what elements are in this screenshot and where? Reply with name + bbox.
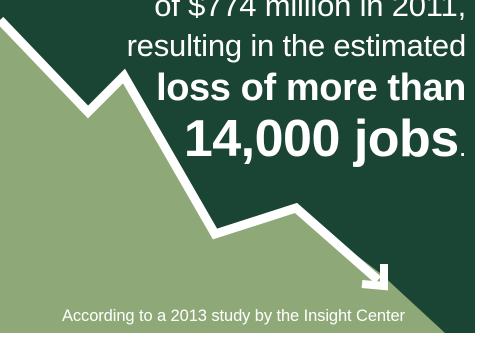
headline-line-3: loss of more than [156, 67, 466, 109]
source-note: According to a 2013 study by the Insight… [62, 307, 405, 325]
headline-text: of $774 million in 2011, resulting in th… [126, 0, 467, 176]
declining-area-fill [0, 22, 445, 333]
headline-line-4: 14,000 jobs. [127, 110, 467, 176]
headline-period: . [458, 131, 467, 162]
jobs-figure: 14,000 jobs [183, 110, 459, 168]
headline-line-2: resulting in the estimated [126, 28, 467, 63]
trend-line [0, 16, 381, 284]
down-arrow-icon [361, 264, 388, 291]
headline-line-1: of $774 million in 2011, [154, 0, 466, 23]
